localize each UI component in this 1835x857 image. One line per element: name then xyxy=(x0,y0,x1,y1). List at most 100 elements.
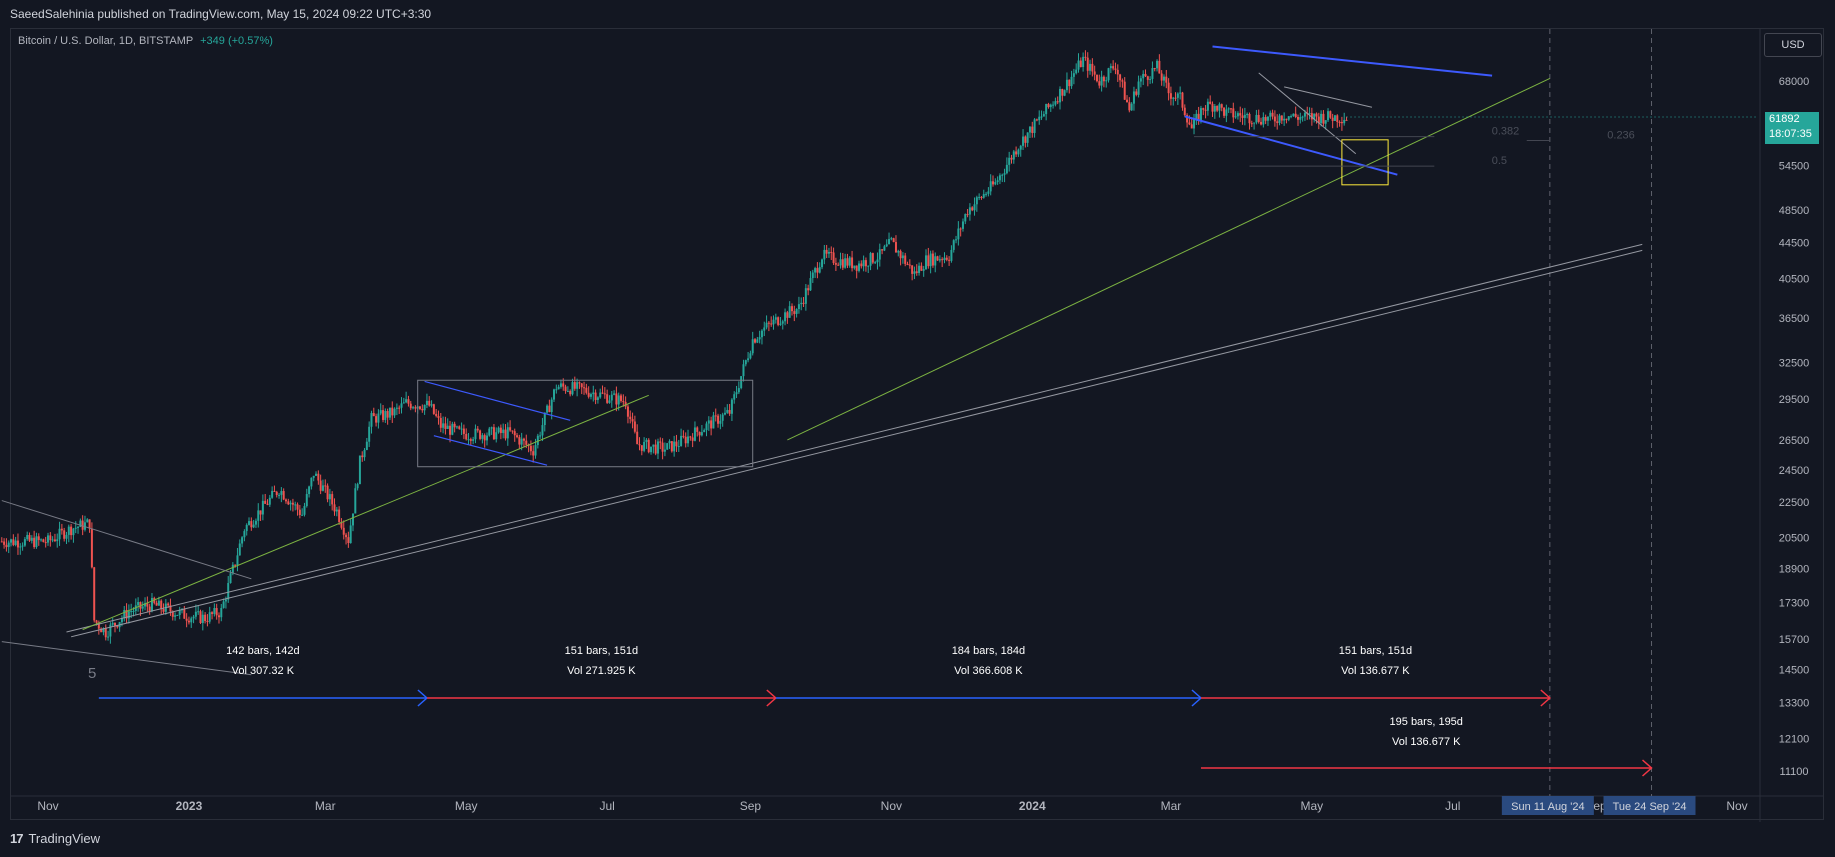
candle-body xyxy=(127,611,130,619)
candle-body xyxy=(190,618,193,623)
candle-body xyxy=(100,628,103,633)
candle-body xyxy=(192,616,195,619)
candle-body xyxy=(425,400,428,405)
candle-body xyxy=(723,412,726,415)
candle-body xyxy=(377,413,380,423)
candle-body xyxy=(1019,145,1022,150)
candle-body xyxy=(1204,109,1207,111)
publish-header: SaeedSalehinia published on TradingView.… xyxy=(0,0,1835,28)
candle-body xyxy=(650,446,653,453)
tradingview-brand[interactable]: 17 TradingView xyxy=(10,831,100,846)
candle-body xyxy=(370,413,373,427)
date-range-volume: Vol 307.32 K xyxy=(232,665,295,677)
candle-body xyxy=(802,302,805,304)
candle-body xyxy=(1112,66,1115,69)
candle-body xyxy=(677,446,680,448)
candle-body xyxy=(534,445,537,456)
candle-body xyxy=(1232,108,1235,118)
candle-body xyxy=(1156,60,1159,69)
y-tick-label: 14500 xyxy=(1779,664,1810,676)
tradingview-logo-icon: 17 xyxy=(10,831,24,846)
candle-body xyxy=(730,399,733,414)
candle-body xyxy=(522,438,525,441)
candle-body xyxy=(1107,68,1110,81)
candle-body xyxy=(432,404,435,414)
candle-body xyxy=(10,539,13,543)
candle-body xyxy=(832,252,835,264)
candle-body xyxy=(1340,122,1343,124)
candle-body xyxy=(483,435,486,441)
candle-body xyxy=(631,419,634,422)
currency-button[interactable]: USD xyxy=(1764,33,1822,57)
candle-body xyxy=(1035,119,1038,121)
candle-body xyxy=(862,260,865,267)
candle-body xyxy=(1174,97,1177,99)
candle-body xyxy=(938,259,941,261)
x-tick-label: Nov xyxy=(1726,799,1747,813)
candle-body xyxy=(213,608,216,614)
candle-body xyxy=(615,393,618,405)
candle-body xyxy=(594,392,597,400)
y-tick-label: 22500 xyxy=(1779,497,1810,509)
candle-body xyxy=(1343,119,1346,124)
candle-body xyxy=(1218,104,1221,111)
candle-body xyxy=(224,599,227,602)
candle-body xyxy=(266,503,269,505)
candle-body xyxy=(652,444,655,447)
blue-channel-top xyxy=(424,380,571,421)
candle-body xyxy=(961,221,964,229)
candle-body xyxy=(1308,113,1311,115)
candle-body xyxy=(904,255,907,264)
candle-body xyxy=(476,428,479,431)
candle-body xyxy=(1250,123,1253,125)
candle-body xyxy=(888,239,891,245)
candle-body xyxy=(696,427,699,432)
candle-body xyxy=(929,253,932,267)
candle-body xyxy=(312,475,315,478)
candle-body xyxy=(599,392,602,398)
candle-body xyxy=(707,420,710,424)
candle-body xyxy=(645,439,648,442)
candle-body xyxy=(222,601,225,608)
candle-body xyxy=(206,620,209,622)
candle-body xyxy=(273,490,276,492)
candle-body xyxy=(16,540,19,548)
candle-body xyxy=(583,387,586,389)
candle-body xyxy=(375,416,378,423)
candle-body xyxy=(363,449,366,458)
candle-body xyxy=(1315,113,1318,117)
candle-body xyxy=(437,415,440,418)
candle-body xyxy=(481,435,484,439)
candle-body xyxy=(146,603,149,607)
candle-body xyxy=(608,400,611,403)
candle-body xyxy=(319,480,322,491)
candle-body xyxy=(405,399,408,403)
x-tick-label: 2023 xyxy=(176,799,203,813)
candle-body xyxy=(155,602,158,606)
candle-body xyxy=(606,394,609,403)
candle-body xyxy=(1158,60,1161,74)
candle-body xyxy=(3,541,6,545)
candle-body xyxy=(860,263,863,267)
candle-body xyxy=(894,242,897,253)
candle-body xyxy=(236,555,239,566)
candle-body xyxy=(520,438,523,445)
candle-body xyxy=(1190,124,1193,129)
candle-body xyxy=(1139,78,1142,82)
candle-body xyxy=(1100,76,1103,86)
future-date-label: Sun 11 Aug '24 xyxy=(1511,801,1584,813)
candle-body xyxy=(576,382,579,389)
candle-body xyxy=(691,437,694,441)
candle-body xyxy=(361,455,364,458)
green-trendline-early xyxy=(82,394,649,631)
candle-body xyxy=(1061,88,1064,96)
candle-body xyxy=(670,441,673,452)
candle-body xyxy=(174,615,177,617)
candle-body xyxy=(1246,113,1249,115)
candle-body xyxy=(208,612,211,622)
candle-body xyxy=(788,306,791,318)
candle-body xyxy=(472,439,475,441)
candle-body xyxy=(682,435,685,437)
candle-body xyxy=(673,441,676,452)
